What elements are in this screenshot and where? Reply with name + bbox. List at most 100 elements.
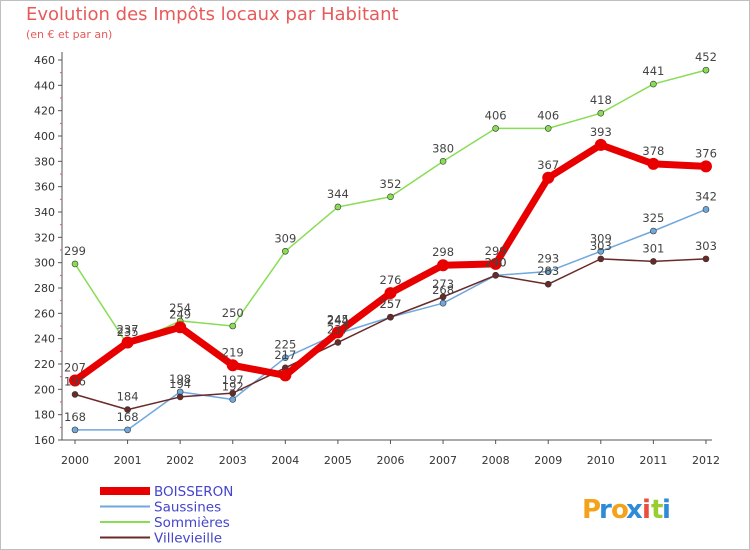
- data-label-sommires: 406: [537, 108, 559, 122]
- x-tick-label: 2011: [639, 454, 667, 467]
- x-tick-label: 2008: [482, 454, 510, 467]
- legend-label-sommires: Sommières: [154, 515, 230, 531]
- point-sommires: [597, 109, 605, 117]
- y-tick-label: 400: [34, 130, 55, 143]
- y-tick-label: 280: [34, 282, 55, 295]
- point-villevieille: [702, 255, 710, 263]
- point-boisseron: [384, 287, 397, 300]
- data-label-sommires: 235: [117, 325, 139, 339]
- data-label-sommires: 254: [169, 301, 191, 315]
- legend-label-saussines: Saussines: [154, 500, 221, 516]
- data-label-saussines: 268: [432, 283, 454, 297]
- data-label-villevieille: 257: [380, 297, 402, 311]
- data-label-sommires: 250: [222, 306, 244, 320]
- point-sommires: [229, 322, 237, 330]
- point-villevieille: [544, 280, 552, 288]
- x-tick-label: 2001: [114, 454, 142, 467]
- point-saussines: [439, 299, 447, 307]
- brand-letter: r: [599, 495, 612, 525]
- series-layer: [69, 66, 712, 434]
- data-label-saussines: 198: [169, 372, 191, 386]
- data-label-villevieille: 290: [485, 255, 507, 269]
- data-label-villevieille: 237: [327, 322, 349, 336]
- data-label-boisseron: 393: [590, 125, 612, 139]
- x-tick-label: 2000: [61, 454, 89, 467]
- data-label-sommires: 452: [695, 50, 717, 64]
- data-label-sommires: 344: [327, 187, 349, 201]
- point-boisseron: [121, 336, 134, 349]
- point-boisseron: [594, 138, 607, 151]
- y-tick-label: 340: [34, 206, 55, 219]
- data-label-sommires: 441: [642, 64, 664, 78]
- proxiti-logo: Pr ox i ti: [582, 495, 671, 525]
- data-label-boisseron: 299: [485, 244, 507, 258]
- point-sommires: [544, 125, 552, 132]
- data-label-villevieille: 197: [222, 373, 244, 387]
- axes: 160 180 200 220 240 260 280 300 320 340 360 380 400 4…: [34, 52, 720, 467]
- data-label-boisseron: 249: [169, 307, 191, 321]
- data-label-saussines: 290: [485, 255, 507, 269]
- data-labels: 299 235 254 250 309 344 352 380 406 406 418 441 452 1…: [64, 50, 717, 424]
- data-label-boisseron: 298: [432, 245, 454, 259]
- point-boisseron: [647, 157, 660, 170]
- point-boisseron: [174, 321, 187, 334]
- data-label-sommires: 380: [432, 141, 454, 155]
- point-sommires: [387, 193, 394, 201]
- y-tick-label: 200: [34, 383, 55, 396]
- point-saussines: [229, 396, 237, 403]
- data-label-saussines: 257: [380, 297, 402, 311]
- point-sommires: [334, 203, 342, 211]
- point-villevieille: [71, 391, 79, 398]
- y-tick-label: 360: [34, 181, 55, 194]
- point-sommires: [650, 80, 657, 88]
- point-boisseron: [226, 359, 239, 372]
- data-label-boisseron: 219: [222, 345, 244, 359]
- data-label-boisseron: 276: [380, 273, 402, 287]
- point-villevieille: [176, 393, 184, 401]
- data-label-sommires: 299: [64, 244, 86, 258]
- data-label-boisseron: 376: [695, 146, 717, 160]
- data-label-villevieille: 301: [642, 241, 664, 255]
- data-label-boisseron: 367: [537, 158, 559, 172]
- point-sommires: [702, 66, 710, 74]
- data-label-villevieille: 303: [590, 239, 612, 253]
- point-villevieille: [650, 258, 657, 265]
- data-label-boisseron: 207: [64, 360, 86, 374]
- y-tick-label: 440: [34, 79, 55, 92]
- point-boisseron: [279, 369, 292, 382]
- data-label-saussines: 168: [64, 410, 86, 424]
- point-sommires: [439, 158, 447, 165]
- point-villevieille: [334, 339, 342, 346]
- point-villevieille: [597, 255, 605, 263]
- data-label-boisseron: 245: [327, 312, 349, 326]
- y-tick-label: 260: [34, 307, 55, 320]
- data-label-saussines: 225: [274, 338, 296, 352]
- data-label-boisseron: 378: [642, 144, 664, 158]
- data-label-saussines: 309: [590, 231, 612, 245]
- point-sommires: [492, 125, 499, 132]
- y-tick-label: 160: [34, 434, 55, 447]
- x-tick-label: 2006: [376, 454, 404, 467]
- point-boisseron: [542, 171, 555, 184]
- point-boisseron: [437, 259, 450, 272]
- point-saussines: [544, 268, 552, 275]
- chart-title: Evolution des Impôts locaux par Habitant: [26, 4, 399, 25]
- point-saussines: [71, 426, 79, 434]
- point-saussines: [124, 426, 131, 434]
- x-tick-label: 2010: [587, 454, 615, 467]
- data-label-saussines: 168: [117, 410, 139, 424]
- legend-label-villevieille: Villevieille: [154, 531, 222, 547]
- data-label-saussines: 192: [222, 379, 244, 393]
- x-tick-label: 2004: [271, 454, 299, 467]
- x-tick-label: 2005: [324, 454, 352, 467]
- y-tick-label: 240: [34, 333, 55, 346]
- y-tick-label: 220: [34, 358, 55, 371]
- point-villevieille: [124, 406, 131, 413]
- data-label-sommires: 352: [380, 177, 402, 191]
- point-saussines: [282, 354, 289, 361]
- brand-letter: P: [582, 495, 601, 525]
- x-tick-label: 2012: [692, 454, 720, 467]
- data-label-saussines: 293: [537, 252, 559, 266]
- point-sommires: [71, 260, 79, 268]
